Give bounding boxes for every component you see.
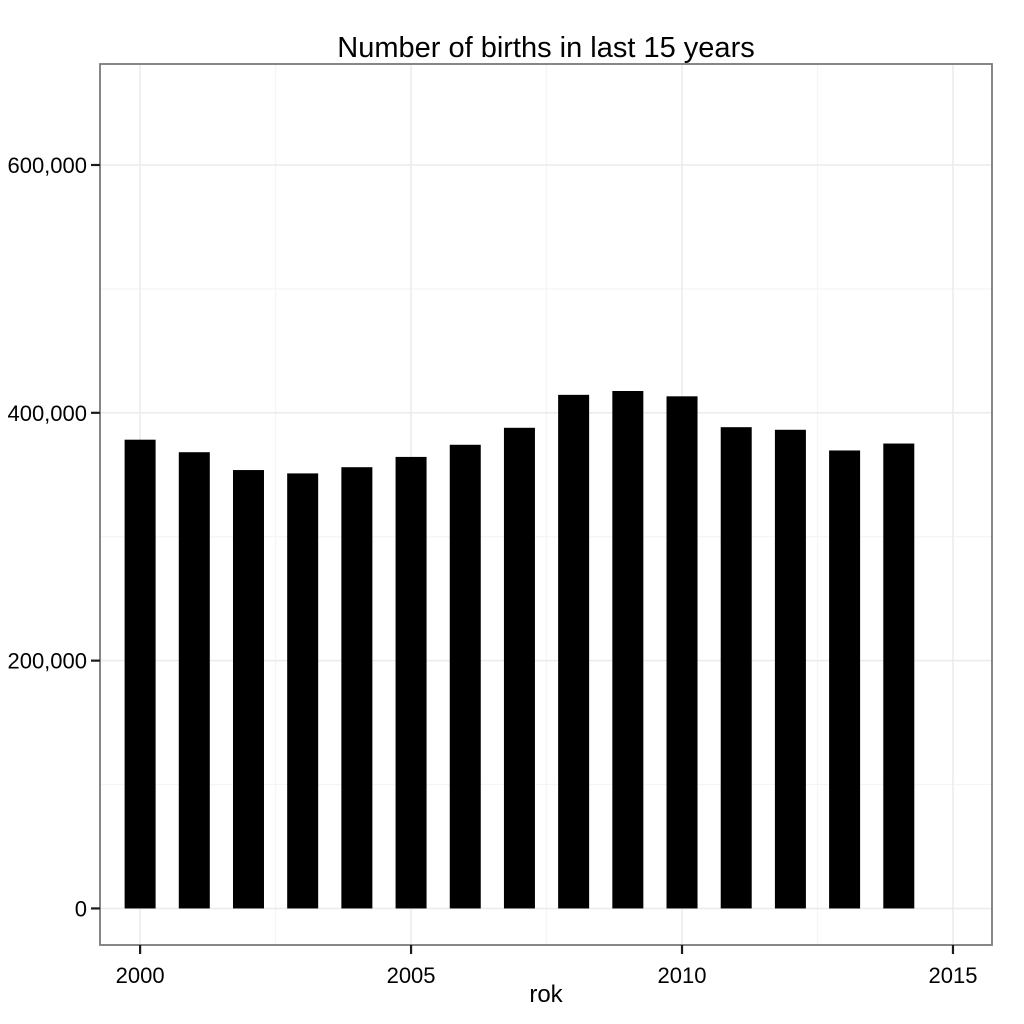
bar-2001 bbox=[178, 452, 210, 909]
bar-2009 bbox=[612, 390, 644, 909]
x-tick-label: 2005 bbox=[387, 963, 436, 988]
bar-2014 bbox=[883, 443, 915, 909]
x-tick-label: 2010 bbox=[658, 963, 707, 988]
bar-2011 bbox=[720, 427, 752, 909]
bar-2012 bbox=[774, 429, 806, 909]
y-tick-label: 200,000 bbox=[7, 649, 87, 674]
bar-2008 bbox=[558, 394, 590, 909]
bar-2000 bbox=[124, 439, 156, 909]
chart-title: Number of births in last 15 years bbox=[337, 32, 754, 64]
x-tick-label: 2015 bbox=[929, 963, 978, 988]
bar-2004 bbox=[341, 467, 373, 909]
x-axis-label: rok bbox=[529, 981, 563, 1008]
y-tick-label: 400,000 bbox=[7, 401, 87, 426]
y-tick-label: 0 bbox=[75, 896, 87, 921]
x-tick-label: 2000 bbox=[116, 963, 165, 988]
bar-2010 bbox=[666, 396, 698, 909]
bar-2007 bbox=[503, 427, 535, 909]
bar-2003 bbox=[287, 473, 319, 909]
bar-2006 bbox=[449, 444, 481, 909]
bar-2005 bbox=[395, 456, 427, 909]
bar-2013 bbox=[829, 450, 861, 909]
panel-border bbox=[99, 63, 993, 946]
bar-2002 bbox=[232, 470, 264, 909]
y-tick-label: 600,000 bbox=[7, 153, 87, 178]
